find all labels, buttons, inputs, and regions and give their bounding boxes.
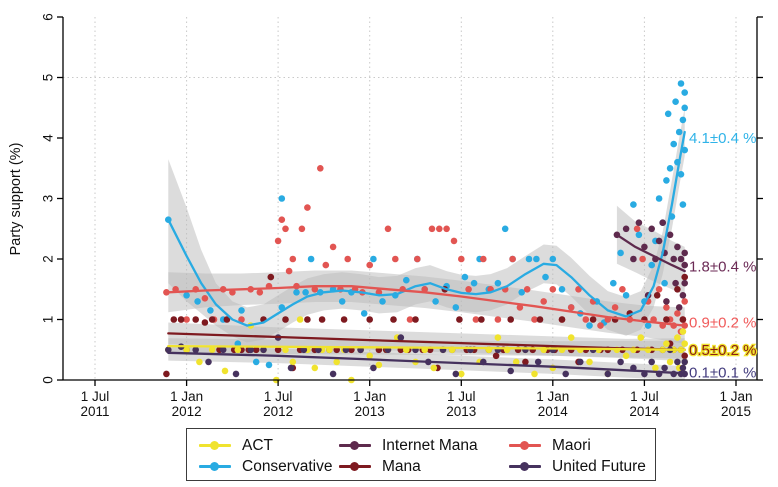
trend-maori xyxy=(167,285,686,327)
y-tick-label: 6 xyxy=(41,13,56,21)
maori-series-key-icon xyxy=(509,441,541,451)
trend-internet-mana xyxy=(615,233,686,273)
annotation-act: 0.5±0.2 % xyxy=(689,342,756,359)
y-tick-label: 4 xyxy=(41,134,56,142)
united-future-series-key-icon xyxy=(509,462,541,472)
conservative-series-key-icon xyxy=(199,462,231,472)
annotation-conservative: 4.1±0.4 % xyxy=(689,130,756,147)
annotation-united-future: 0.1±0.1 % xyxy=(689,365,756,382)
trend-act xyxy=(167,344,686,351)
legend-label-maori: Maori xyxy=(552,436,591,454)
annotation-mana: 0.5±0.2 % xyxy=(689,342,756,359)
trend-conservative xyxy=(167,130,686,327)
legend-item-internet-mana: Internet Mana xyxy=(339,437,509,455)
trend-united-future xyxy=(167,351,686,375)
x-tick-label: 1 Jul 2012 xyxy=(263,389,293,419)
annotation-maori: 0.9±0.2 % xyxy=(689,315,756,332)
legend-label-conservative: Conservative xyxy=(242,457,333,475)
confidence-band-internet-mana xyxy=(616,205,685,296)
legend-item-act: ACT xyxy=(199,437,339,455)
y-tick-label: 5 xyxy=(41,74,56,82)
legend-label-mana: Mana xyxy=(382,457,421,475)
x-tick-label: 1 Jan 2015 xyxy=(719,389,752,419)
x-tick-label: 1 Jan 2013 xyxy=(353,389,386,419)
y-tick-label: 1 xyxy=(41,316,56,324)
x-tick-label: 1 Jan 2012 xyxy=(170,389,203,419)
annotation-internet-mana: 1.8±0.4 % xyxy=(689,258,756,275)
y-axis-title: Party support (%) xyxy=(8,142,24,256)
x-tick-label: 1 Jul 2013 xyxy=(446,389,476,419)
legend-item-conservative: Conservative xyxy=(199,458,339,476)
y-tick-label: 0 xyxy=(41,376,56,384)
y-tick-label: 3 xyxy=(41,195,56,203)
legend-label-act: ACT xyxy=(242,436,273,454)
legend-item-mana: Mana xyxy=(339,458,509,476)
y-tick-label: 2 xyxy=(41,255,56,263)
legend: ACT Internet Mana Maori Conservative Mana Uni… xyxy=(186,428,656,481)
x-tick-label: 1 Jan 2014 xyxy=(536,389,569,419)
legend-label-internet-mana: Internet Mana xyxy=(382,436,478,454)
legend-item-maori: Maori xyxy=(509,437,645,455)
mana-series-key-icon xyxy=(339,462,371,472)
x-tick-label: 1 Jul 2014 xyxy=(629,389,660,419)
internet-mana-series-key-icon xyxy=(339,441,371,451)
act-series-key-icon xyxy=(199,441,231,451)
party-support-chart: 0 1 2 3 4 5 6 1 Jul 2011 1 Jan 2012 1 Jul 2012 1 Jan 2… xyxy=(41,13,763,419)
x-tick-label: 1 Jul 2011 xyxy=(80,389,109,419)
legend-label-united-future: United Future xyxy=(552,457,646,475)
legend-item-united-future: United Future xyxy=(509,457,646,476)
